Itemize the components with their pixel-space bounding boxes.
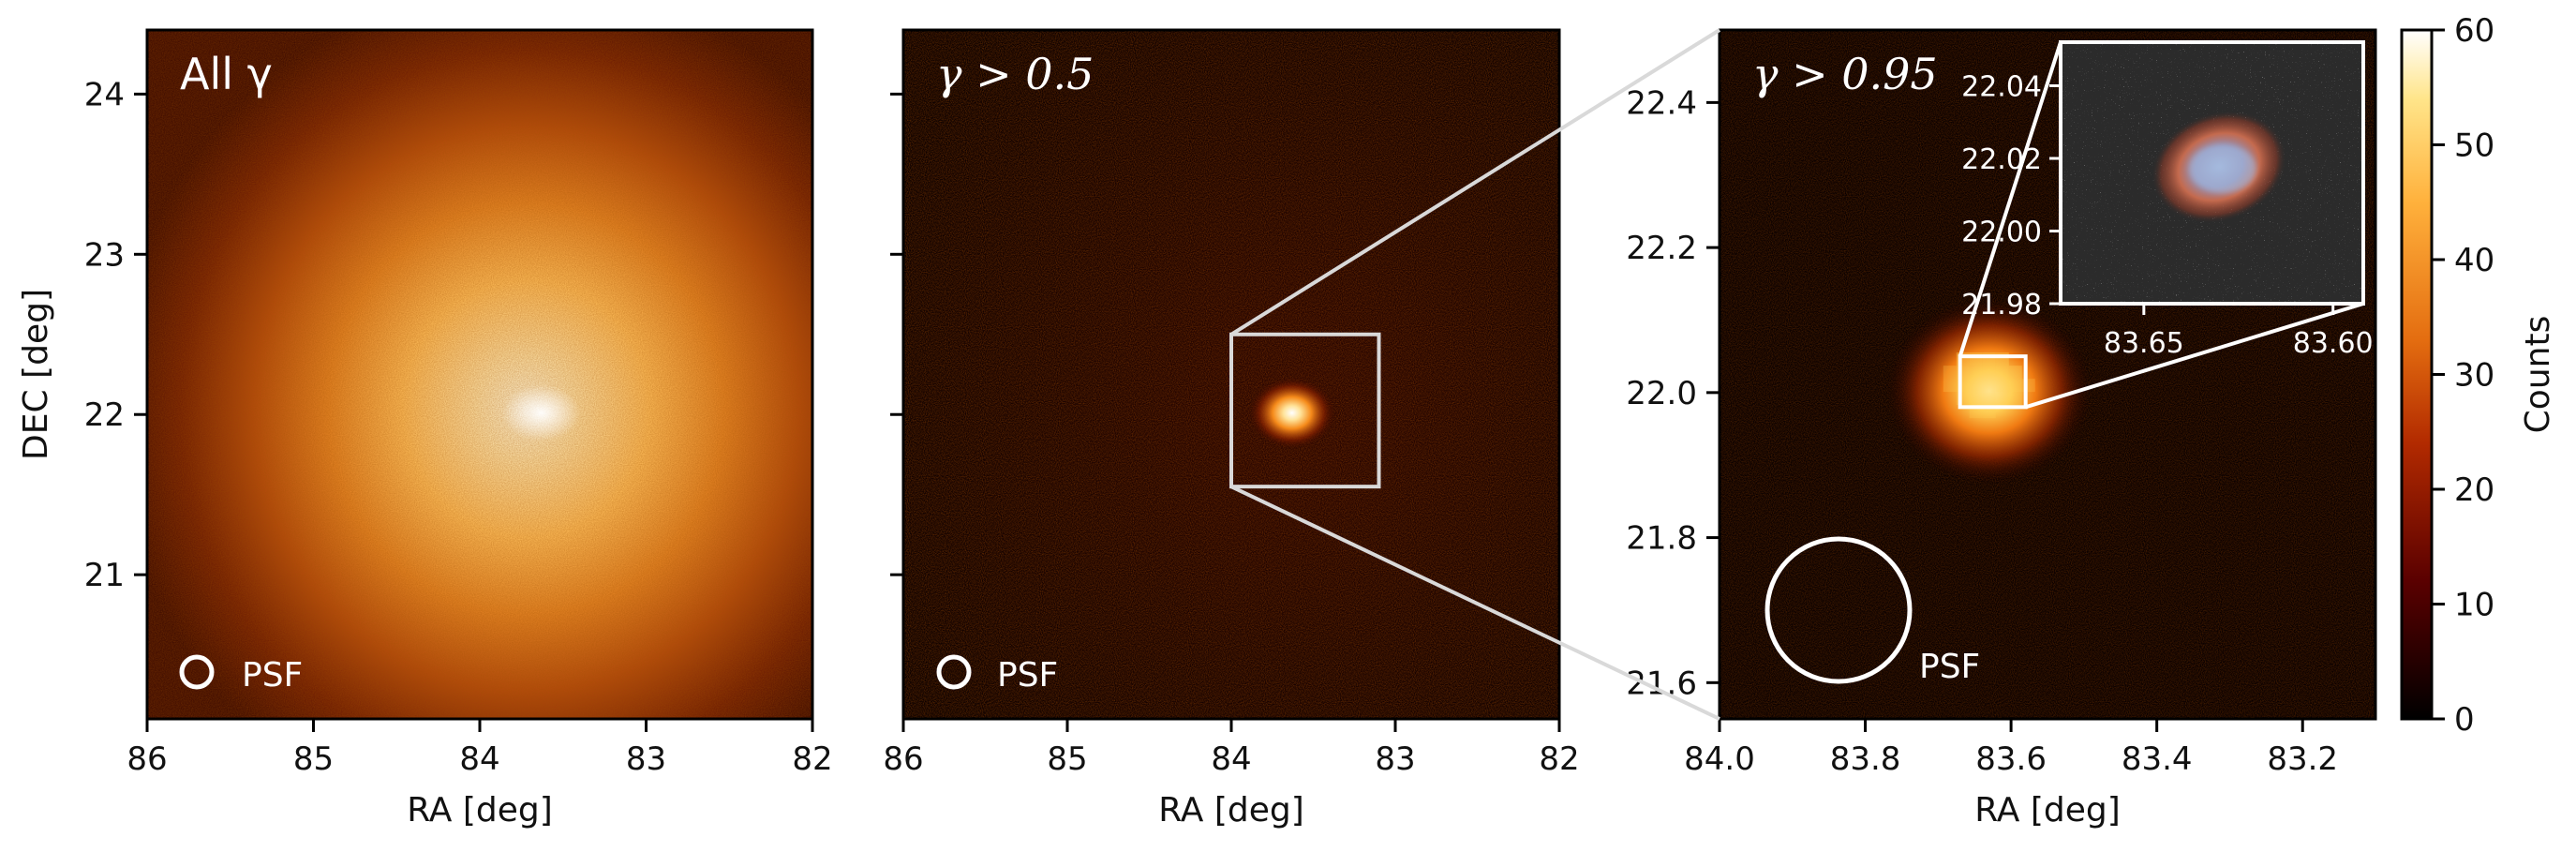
source-pixel <box>1995 379 2009 393</box>
heatmap-left-noise <box>147 30 812 719</box>
inset-y-tick-label: 21.98 <box>1961 289 2042 321</box>
y-tick-label: 23 <box>84 236 125 274</box>
psf-label: PSF <box>997 656 1058 695</box>
axes-left: 86 85 84 83 82 24 23 22 21 RA [deg] DEC [deg] All γ <box>17 28 833 830</box>
colorbar-gradient <box>2400 28 2434 721</box>
colorbar-tick-label: 60 <box>2454 12 2494 50</box>
source-pixel <box>1982 379 1996 393</box>
zoom-box-right <box>1958 354 2028 410</box>
inset-y-tick-label: 22.02 <box>1961 143 2042 176</box>
source-pixel <box>1995 366 2009 380</box>
x-axis-title: RA [deg] <box>1974 791 2121 830</box>
psf-circle <box>936 654 972 690</box>
colorbar-title: Counts <box>2519 316 2557 434</box>
source-pixel <box>1982 366 1996 380</box>
x-tick-label: 83.6 <box>1975 740 2047 778</box>
inset-connector-top <box>1958 41 2062 357</box>
inset-x-tick-label: 83.60 <box>2293 327 2374 360</box>
panel-label-left: All γ <box>180 49 273 99</box>
x-axis-title: RA [deg] <box>1158 791 1304 830</box>
y-tick-label: 22.0 <box>1626 375 1697 412</box>
colorbar-tick-label: 0 <box>2454 701 2475 739</box>
inset-image <box>2061 42 2363 304</box>
x-tick-label: 85 <box>1047 740 1087 778</box>
source-pixel <box>1995 392 2009 406</box>
zoom-box <box>1229 332 1381 489</box>
y-axis-title: DEC [deg] <box>17 289 55 460</box>
x-tick-label: 83 <box>1375 740 1415 778</box>
x-tick-label: 84 <box>1211 740 1251 778</box>
source-pixel <box>1943 366 1957 380</box>
x-tick-label: 86 <box>883 740 923 778</box>
y-tick-label: 22 <box>84 396 125 434</box>
y-tick-label: 21 <box>84 557 125 594</box>
colorbar-tick-label: 40 <box>2454 242 2494 279</box>
x-tick-label: 83.4 <box>2122 740 2193 778</box>
source-pixel <box>1969 379 1983 393</box>
source-hotspot-left <box>501 384 581 441</box>
psf-marker-left: PSF <box>179 654 303 695</box>
psf-circle <box>1764 536 1913 684</box>
inset-x-tick-label: 83.65 <box>2104 327 2184 360</box>
source-blob-middle <box>1248 377 1335 449</box>
psf-circle <box>179 654 215 690</box>
zoom-indicator-middle <box>1229 28 1721 721</box>
source-pixel <box>1969 392 1983 406</box>
y-tick-label: 22.4 <box>1626 84 1697 122</box>
x-axis-title: RA [deg] <box>407 791 553 830</box>
axes-frame-right <box>1718 28 2377 721</box>
psf-label: PSF <box>242 656 303 695</box>
source-pixel <box>2008 392 2022 406</box>
source-pixel <box>1969 366 1983 380</box>
colorbar: 0 10 20 30 40 50 60 Counts <box>2400 12 2557 739</box>
x-tick-label: 83.2 <box>2267 740 2338 778</box>
source-pixel <box>1943 379 1957 393</box>
source-pixel <box>1982 392 1996 406</box>
inset-y-tick-label: 22.04 <box>1961 71 2042 104</box>
y-tick-label: 22.2 <box>1626 230 1697 267</box>
zoom-indicator-right: 83.65 83.60 22.04 22.02 22.00 21.98 <box>1958 40 2374 410</box>
colorbar-tick-label: 30 <box>2454 357 2494 395</box>
y-tick-label: 21.6 <box>1626 665 1697 702</box>
source-pixel <box>2008 366 2022 380</box>
x-tick-label: 84 <box>459 740 499 778</box>
x-tick-label: 84.0 <box>1684 740 1755 778</box>
source-pixel <box>2008 379 2022 393</box>
inset-connector-bottom <box>2025 302 2364 410</box>
psf-marker-middle: PSF <box>936 654 1058 695</box>
y-tick-label: 24 <box>84 76 125 113</box>
y-tick-label: 21.8 <box>1626 520 1697 558</box>
panel-left-image <box>147 30 812 719</box>
axes-middle: 86 85 84 83 82 RA [deg] γ > 0.5 <box>883 28 1580 830</box>
x-tick-label: 83 <box>626 740 666 778</box>
inset-y-tick-label: 22.00 <box>1961 217 2042 249</box>
axes-right: 84.0 83.8 83.6 83.4 83.2 22.4 22.2 22.0 21.8 21.6… <box>1626 28 2377 830</box>
crab-nebula-core <box>2189 144 2256 193</box>
source-blob-right <box>1885 297 2092 486</box>
colorbar-tick-label: 50 <box>2454 127 2494 165</box>
zoom-connector-bottom <box>1230 485 1720 721</box>
x-tick-label: 82 <box>792 740 832 778</box>
x-tick-label: 83.8 <box>1830 740 1901 778</box>
colorbar-tick-label: 10 <box>2454 587 2494 624</box>
colorbar-tick-label: 20 <box>2454 471 2494 509</box>
x-tick-label: 82 <box>1539 740 1579 778</box>
zoom-connector-top <box>1229 28 1721 336</box>
psf-marker-right: PSF <box>1764 536 1980 686</box>
psf-label: PSF <box>1919 648 1980 686</box>
x-tick-label: 85 <box>293 740 334 778</box>
x-tick-label: 86 <box>127 740 167 778</box>
inset-frame <box>2059 40 2365 306</box>
panel-label-middle: γ > 0.5 <box>936 49 1094 99</box>
panel-label-right: γ > 0.95 <box>1752 49 1938 99</box>
